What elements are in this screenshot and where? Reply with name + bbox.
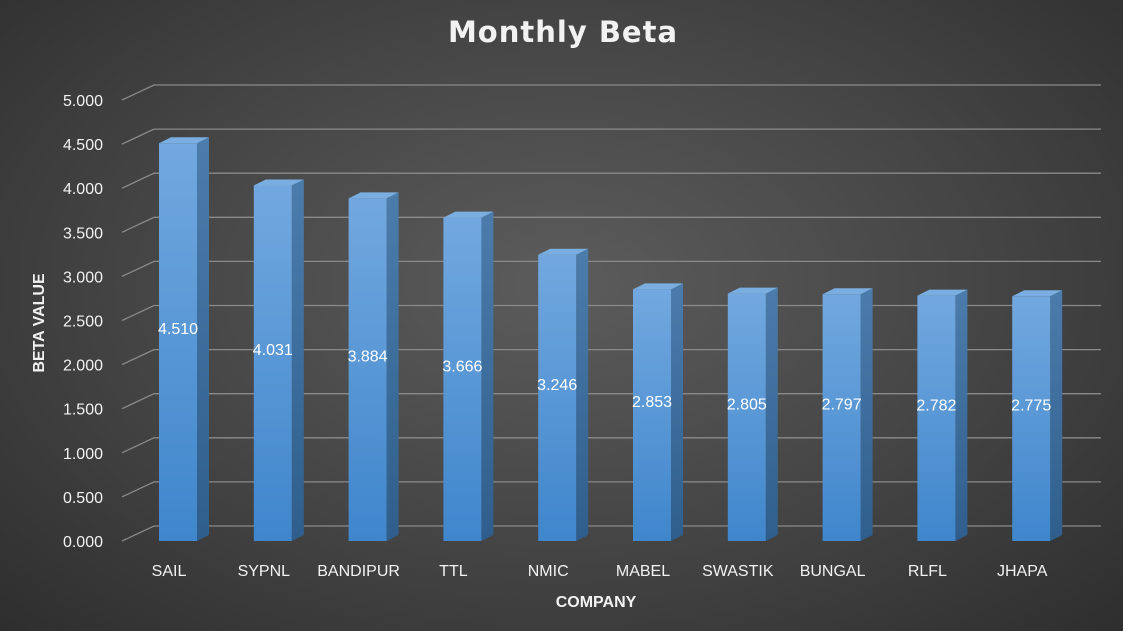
x-axis-label: COMPANY (556, 594, 637, 611)
x-tick-label: MABEL (616, 563, 670, 580)
gridlines (121, 84, 1101, 542)
y-tick-label: 1.000 (63, 446, 103, 463)
data-label: 2.797 (822, 397, 862, 414)
bar-top (727, 287, 778, 294)
gridline (121, 84, 1101, 101)
x-tick-label: SAIL (152, 563, 187, 580)
bar-side (197, 137, 209, 541)
bar-top (822, 288, 873, 295)
bar-side (1050, 290, 1063, 541)
bar-bandipur: 3.884 (348, 192, 399, 541)
y-axis-label: BETA VALUE (31, 273, 48, 373)
data-label: 3.246 (537, 377, 577, 394)
bar-sail: 4.510 (158, 137, 209, 541)
chart-title: Monthly Beta (448, 15, 678, 49)
bar-front (443, 217, 482, 541)
bar-side (386, 192, 399, 541)
gridline (121, 348, 1101, 366)
data-label: 4.510 (158, 321, 198, 338)
bar-front (538, 254, 577, 541)
data-label: 4.031 (253, 342, 293, 359)
x-tick-label: JHAPA (997, 563, 1048, 580)
y-tick-label: 1.500 (63, 402, 103, 419)
bar-side (955, 289, 968, 541)
bar-side (860, 288, 873, 541)
bar-side (291, 179, 304, 541)
bar-front (1012, 296, 1051, 541)
bar-front (253, 185, 292, 541)
y-tick-label: 0.500 (63, 490, 103, 507)
data-label: 2.775 (1011, 398, 1051, 415)
bar-jhapa: 2.775 (1011, 290, 1063, 541)
y-tick-label: 2.000 (63, 358, 103, 375)
bar-top (443, 211, 494, 218)
x-tick-label: NMIC (528, 563, 569, 580)
bar-front (348, 198, 387, 541)
y-tick-label: 3.500 (63, 225, 103, 242)
bar-side (481, 211, 494, 541)
y-tick-label: 0.000 (63, 534, 103, 551)
gridline (121, 304, 1101, 322)
bar-sypnl: 4.031 (253, 179, 304, 541)
y-tick-label: 4.000 (63, 181, 103, 198)
bar-front (727, 293, 766, 541)
bar-mabel: 2.853 (632, 283, 683, 541)
bar-front (159, 143, 197, 541)
bar-front (822, 294, 861, 541)
bar-top (538, 248, 589, 255)
x-tick-label: BANDIPUR (317, 563, 400, 580)
y-tick-label: 4.500 (63, 137, 103, 154)
data-label: 2.782 (916, 397, 956, 414)
data-label: 2.853 (632, 394, 672, 411)
bar-side (765, 287, 778, 541)
bar-top (159, 137, 209, 144)
bar-nmic: 3.246 (537, 248, 589, 541)
gridline (121, 260, 1101, 277)
bar-front (917, 295, 956, 541)
x-tick-label: RLFL (908, 563, 947, 580)
gridline (121, 172, 1101, 189)
x-tick-label: TTL (439, 563, 468, 580)
bars: 4.510 4.031 3.884 3.666 3.246 2.853 2.805 2.797… (158, 137, 1063, 541)
bar-side (576, 248, 589, 541)
bar-top (348, 192, 399, 199)
bar-swastik: 2.805 (727, 287, 778, 541)
x-tick-label: SWASTIK (702, 563, 774, 580)
gridline (121, 481, 1101, 498)
data-label: 2.805 (727, 396, 767, 413)
bar-top (917, 289, 968, 296)
gridline (121, 525, 1101, 542)
bar-bungal: 2.797 (822, 288, 873, 541)
bar-side (671, 283, 683, 541)
gridline (121, 393, 1101, 410)
y-tick-label: 2.500 (63, 314, 103, 331)
x-tick-label: BUNGAL (800, 563, 866, 580)
gridline (121, 437, 1101, 454)
gridline (121, 128, 1101, 145)
bar-front (633, 289, 671, 541)
x-tick-label: SYPNL (238, 563, 291, 580)
gridline (121, 216, 1101, 233)
y-axis-ticks: 0.000 0.500 1.000 1.500 2.000 2.500 3.000 3.500… (63, 93, 103, 551)
y-tick-label: 5.000 (63, 93, 103, 110)
data-label: 3.884 (348, 349, 388, 366)
y-tick-label: 3.000 (63, 269, 103, 286)
data-label: 3.666 (442, 358, 482, 375)
bar-rlfl: 2.782 (916, 289, 968, 541)
x-axis-categories: SAIL SYPNL BANDIPUR TTL NMIC MABEL SWASTIK BUNG… (152, 563, 1048, 580)
bar-top (1012, 290, 1063, 297)
bar-top (633, 283, 683, 290)
bar-top (253, 179, 304, 186)
bar-ttl: 3.666 (442, 211, 494, 541)
